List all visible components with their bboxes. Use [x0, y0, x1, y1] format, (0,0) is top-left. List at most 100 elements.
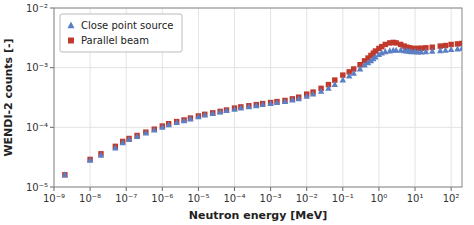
point — [112, 144, 118, 150]
point — [231, 106, 237, 112]
point — [448, 46, 454, 52]
point — [159, 124, 165, 130]
point — [210, 110, 215, 115]
tick-label: 10⁻² — [26, 3, 48, 14]
point — [282, 98, 288, 104]
point — [246, 103, 252, 109]
point — [202, 111, 208, 117]
point — [152, 126, 157, 131]
point — [423, 48, 429, 54]
point — [442, 47, 448, 53]
point — [232, 105, 237, 110]
point — [274, 99, 279, 104]
grid-line — [415, 8, 416, 187]
tick-label: 10⁻⁹ — [43, 193, 65, 204]
legend: Close point source Parallel beam — [60, 14, 182, 52]
point — [268, 100, 273, 105]
point — [62, 171, 68, 177]
point — [165, 121, 171, 127]
point — [195, 113, 201, 119]
point — [87, 157, 93, 163]
point — [120, 139, 126, 145]
point — [259, 101, 265, 107]
grid-line — [234, 8, 235, 187]
point — [437, 47, 443, 53]
point — [296, 95, 302, 101]
point — [246, 103, 251, 108]
point — [188, 115, 193, 120]
point — [274, 99, 280, 105]
point — [62, 172, 67, 177]
point — [459, 45, 462, 51]
grid-line — [270, 8, 271, 187]
point — [224, 107, 229, 112]
tick-label: 10⁻³ — [260, 193, 282, 204]
point — [143, 129, 148, 134]
point — [238, 104, 243, 109]
grid-line — [198, 8, 199, 187]
tick-mark — [50, 127, 54, 128]
legend-label: Parallel beam — [81, 35, 149, 46]
grid-line — [342, 8, 343, 187]
x-axis-label: Neutron energy [MeV] — [189, 209, 327, 222]
data — [62, 40, 462, 178]
point — [143, 129, 149, 135]
point — [202, 112, 207, 117]
point — [181, 117, 187, 123]
point — [350, 70, 356, 76]
grid-line — [54, 67, 462, 68]
point — [134, 133, 140, 139]
point — [174, 119, 179, 124]
point — [429, 48, 435, 54]
tick-label: 10⁰ — [371, 193, 388, 204]
point — [217, 109, 222, 114]
grid-line — [378, 8, 379, 187]
tick-label: 10⁻¹ — [332, 193, 354, 204]
point — [160, 123, 165, 128]
point — [87, 157, 92, 162]
tick-mark — [378, 187, 379, 191]
tick-mark — [342, 187, 343, 191]
legend-marker — [68, 38, 74, 44]
tick-label: 10⁻⁵ — [26, 182, 48, 193]
tick-mark — [451, 187, 452, 191]
tick-mark — [50, 67, 54, 68]
point — [325, 85, 331, 91]
legend-box — [60, 14, 182, 52]
point — [181, 117, 186, 122]
grid-line — [451, 8, 452, 187]
point — [254, 102, 259, 107]
tick-label: 10⁻³ — [26, 62, 48, 73]
point — [151, 126, 157, 132]
tick-label: 10⁻⁴ — [26, 122, 48, 133]
tick-label: 10⁻⁴ — [224, 193, 246, 204]
tick-label: 10⁻⁸ — [79, 193, 101, 204]
legend-label: Close point source — [81, 20, 173, 31]
point — [173, 119, 179, 125]
point — [126, 136, 132, 142]
plot-area — [54, 8, 462, 187]
grid-line — [54, 127, 462, 128]
tick-mark — [50, 8, 54, 9]
point — [267, 100, 273, 106]
tick-mark — [90, 187, 91, 191]
y-axis-label: WENDI-2 counts [-] — [2, 38, 15, 156]
plot-frame — [54, 8, 462, 187]
point — [238, 104, 244, 110]
grid — [54, 8, 462, 187]
point — [166, 121, 171, 126]
point — [340, 76, 346, 82]
point — [332, 81, 338, 87]
tick-label: 10⁻² — [296, 193, 318, 204]
point — [210, 110, 216, 116]
tick-mark — [198, 187, 199, 191]
point — [304, 93, 310, 99]
point — [459, 41, 462, 46]
point — [310, 90, 316, 96]
chart: 10⁻⁹ 10⁻⁸ 10⁻⁷ 10⁻⁶ 10⁻⁵ 10⁻⁴ 10⁻³ 10⁻² 10⁻¹ 10⁰ 1… — [0, 0, 474, 225]
point — [253, 102, 259, 108]
tick-label: 10⁻⁷ — [115, 193, 137, 204]
series — [62, 45, 462, 177]
tick-label: 10⁻⁶ — [151, 193, 173, 204]
tick-mark — [50, 187, 54, 188]
